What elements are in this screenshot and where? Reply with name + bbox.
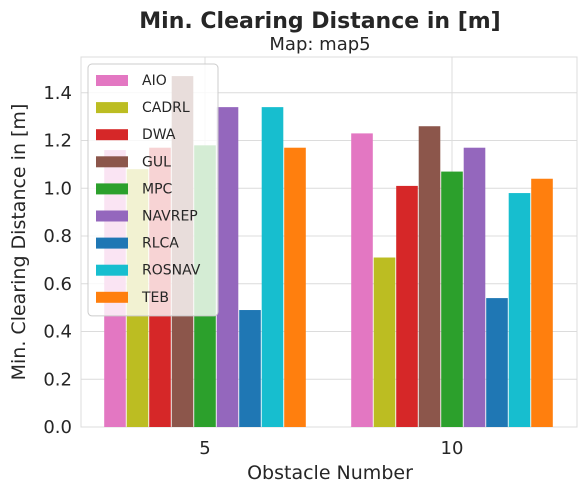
y-tick-label: 0.6 [43, 274, 72, 295]
legend-label-rlca: RLCA [142, 236, 179, 252]
bar-aio-10 [351, 133, 373, 428]
bar-navrep-5 [216, 107, 239, 428]
chart-title: Min. Clearing Distance in [m] [139, 9, 500, 34]
legend-swatch-dwa [96, 129, 128, 141]
y-tick-label: 1.2 [43, 131, 72, 152]
legend-box [87, 63, 219, 317]
legend-label-cadrl: CADRL [142, 100, 190, 116]
bar-rosnav-10 [508, 193, 531, 427]
bar-mpc-10 [441, 171, 463, 427]
bar-teb-5 [284, 147, 306, 428]
y-tick-label: 0.4 [43, 322, 72, 343]
bar-rlca-10 [486, 298, 508, 427]
bar-rosnav-5 [261, 107, 284, 428]
legend-label-navrep: NAVREP [142, 209, 198, 225]
legend-swatch-rosnav [96, 264, 128, 276]
legend-label-rosnav: ROSNAV [142, 263, 201, 279]
legend-swatch-rlca [96, 237, 128, 249]
legend-swatch-navrep [96, 210, 128, 222]
bar-navrep-10 [463, 147, 486, 428]
legend-label-dwa: DWA [142, 127, 176, 143]
legend-label-gul: GUL [142, 154, 171, 170]
x-axis-label: Obstacle Number [247, 462, 413, 484]
bar-gul-10 [418, 126, 441, 428]
legend: AIO CADRL DWA GUL MPC NAVREP RLCA ROSNAV TEB [87, 63, 219, 317]
y-tick-label: 0.8 [43, 226, 72, 247]
y-tick-label: 1.4 [43, 83, 72, 104]
bar-teb-10 [531, 178, 553, 427]
bar-cadrl-10 [373, 257, 396, 427]
y-axis-label: Min. Clearing Distance in [m] [8, 104, 30, 381]
legend-swatch-mpc [96, 183, 128, 195]
chart-subtitle: Map: map5 [269, 34, 370, 55]
legend-label-mpc: MPC [142, 181, 173, 197]
y-tick-label: 0.2 [43, 369, 72, 390]
legend-swatch-gul [96, 156, 128, 168]
legend-swatch-cadrl [96, 102, 128, 114]
x-tick-label: 10 [441, 438, 464, 459]
y-tick-label: 1.0 [43, 178, 72, 199]
legend-swatch-teb [96, 291, 128, 303]
x-tick-label: 5 [199, 438, 210, 459]
bar-rlca-5 [239, 310, 261, 427]
bar-dwa-10 [396, 185, 418, 427]
legend-label-aio: AIO [142, 73, 167, 89]
legend-swatch-aio [96, 75, 128, 86]
legend-label-teb: TEB [141, 290, 169, 306]
y-tick-label: 0.0 [43, 417, 72, 438]
